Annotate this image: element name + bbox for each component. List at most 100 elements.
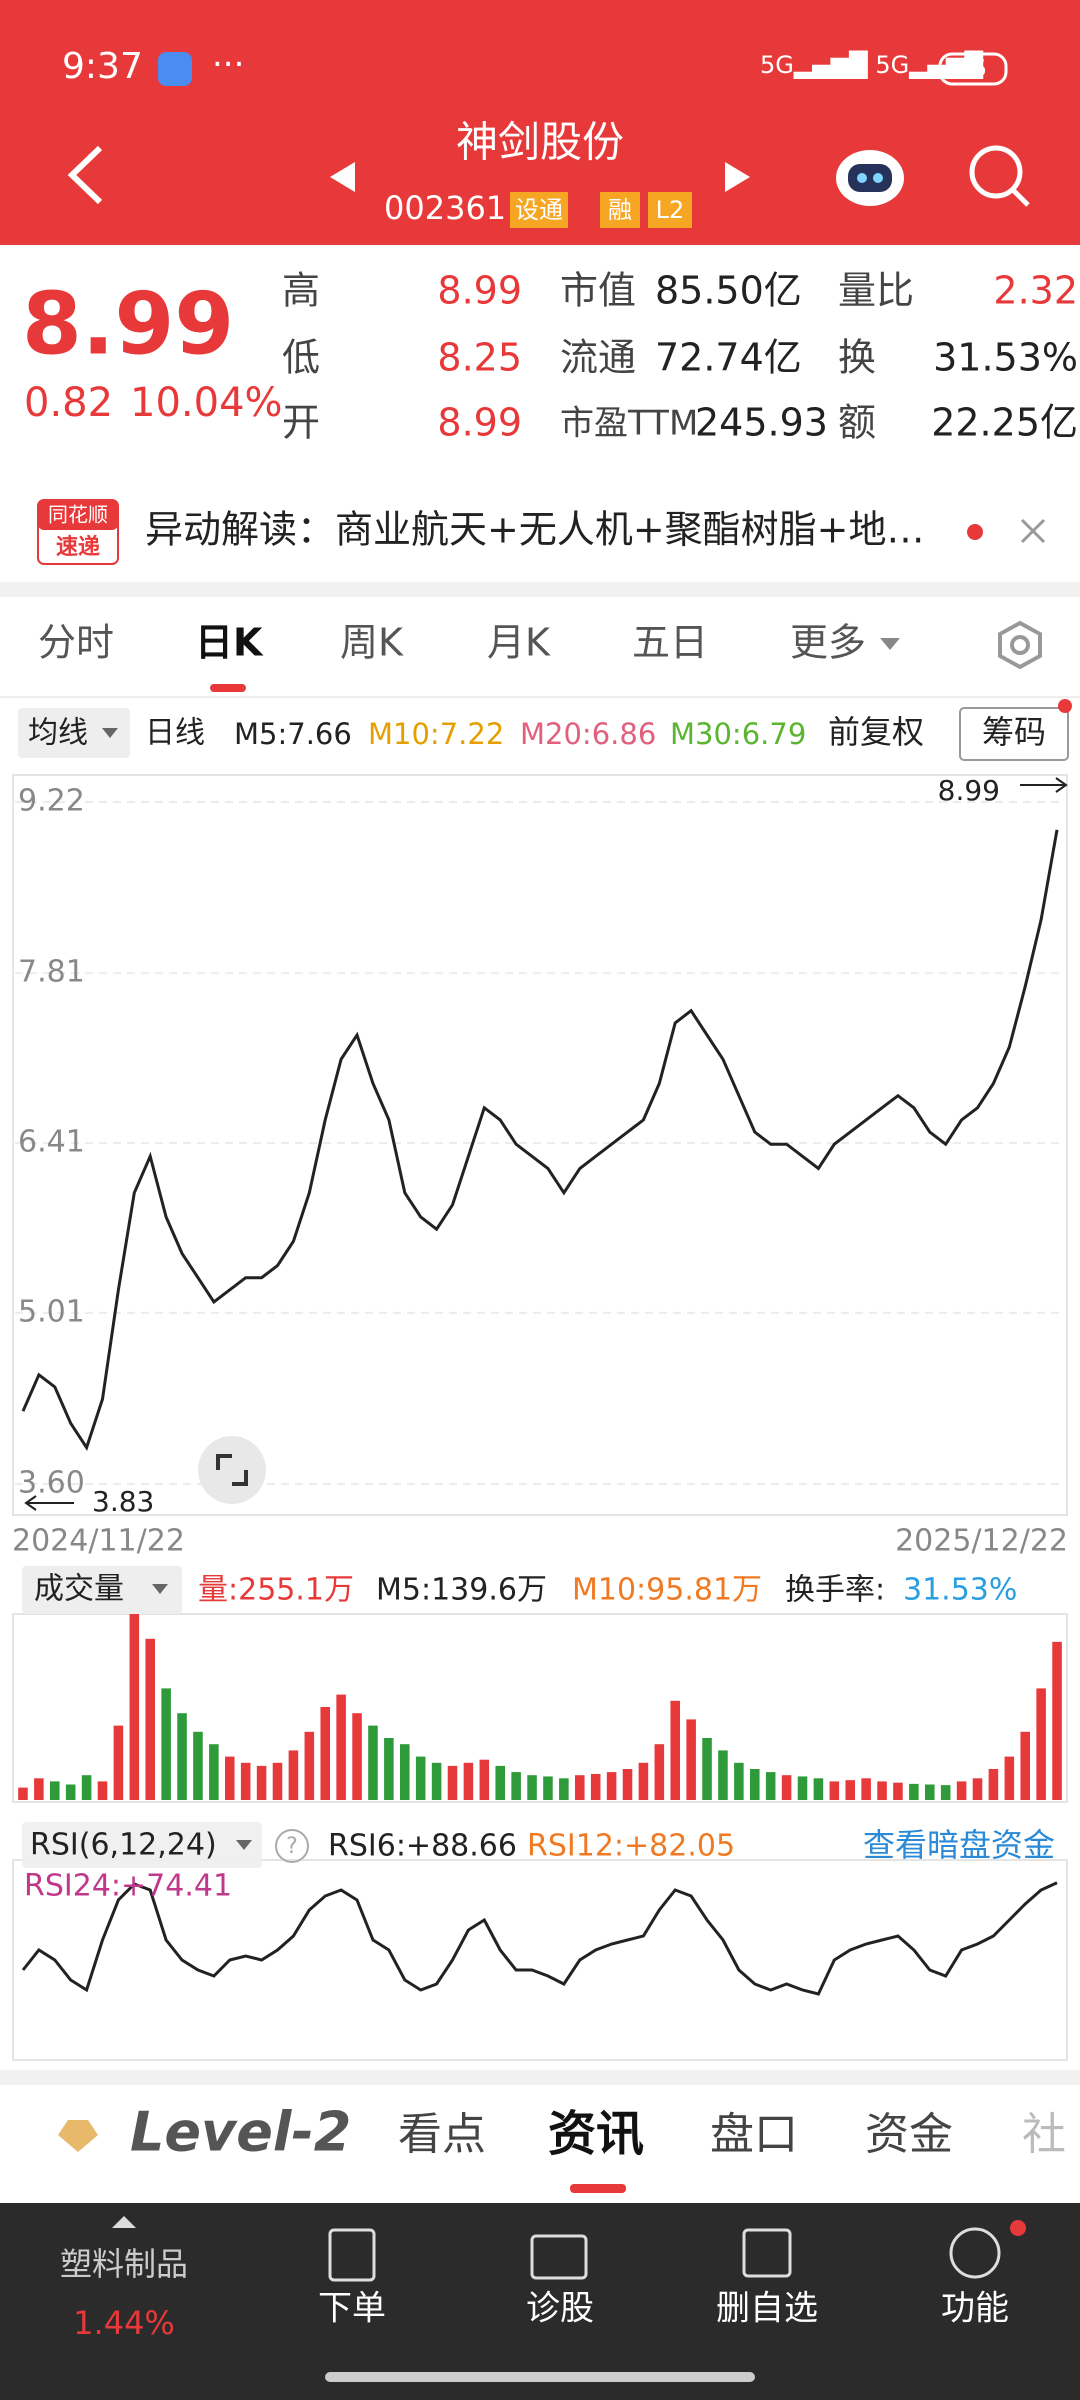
volume-bar — [718, 1750, 728, 1800]
volume-bar — [495, 1765, 505, 1800]
volume-bar — [304, 1731, 315, 1800]
period-tab[interactable]: 更多 — [790, 621, 866, 665]
stat-label: 市盈TTM — [560, 404, 698, 444]
bottom-tab[interactable]: Level-2 — [130, 2101, 351, 2164]
tag-bg — [510, 192, 568, 228]
action[interactable]: 诊股 — [526, 2289, 594, 2329]
ma-selector[interactable]: 均线 — [28, 716, 88, 751]
bottom-tab[interactable]: 资讯 — [548, 2106, 644, 2162]
low-arrow — [24, 1495, 74, 1511]
kline-chart: 9.22 7.81 6.41 5.01 3.60 8.99 3.83 — [15, 774, 1068, 1518]
volume-bar — [893, 1782, 903, 1800]
stock-name: 神剑股份 — [456, 118, 624, 167]
next-stock[interactable] — [725, 162, 750, 192]
volume-bar — [734, 1762, 744, 1800]
y-tick-label: 3.60 — [18, 1466, 85, 1501]
alert-bg — [0, 478, 1080, 582]
bottom-tab[interactable]: 盘口 — [710, 2109, 798, 2160]
sector-name[interactable]: 塑料制品 — [60, 2245, 188, 2283]
adjust[interactable]: 前复权 — [828, 713, 924, 751]
dark-pool-link[interactable]: 查看暗盘资金 — [863, 1826, 1055, 1864]
back-button[interactable] — [67, 145, 103, 205]
period-tab[interactable]: 周K — [340, 621, 404, 665]
fullscreen-button[interactable] — [198, 1436, 266, 1504]
action[interactable]: 删自选 — [716, 2289, 818, 2329]
rsi-line — [21, 1881, 1058, 1996]
bottom-tab[interactable]: 资金 — [865, 2109, 953, 2160]
volume-bar — [972, 1778, 983, 1800]
stat-label: 高 — [282, 269, 320, 313]
volume-bar — [288, 1750, 299, 1800]
stat-value: 8.99 — [437, 401, 522, 445]
chips-button[interactable] — [959, 707, 1069, 761]
stat-value: 245.93 — [695, 401, 828, 445]
close-line — [21, 829, 1059, 1452]
tab-indicator — [210, 684, 246, 692]
bottom-tab[interactable]: 看点 — [398, 2109, 486, 2160]
kline-frame — [12, 774, 1068, 1516]
search-icon[interactable] — [969, 145, 1030, 207]
volume-bar — [415, 1756, 426, 1800]
rsi24: RSI24:+74.41 — [24, 1869, 232, 1904]
change: 0.82 — [24, 380, 113, 426]
y-tick-label: 9.22 — [18, 784, 85, 819]
function-dot — [1010, 2220, 1026, 2236]
signal: 5G▂▄▆█ 5G▂▄▆█ — [760, 50, 984, 79]
fullscreen-icon — [216, 1454, 248, 1486]
period-tab[interactable]: 月K — [487, 621, 551, 665]
help-icon[interactable] — [275, 1829, 309, 1863]
volume-bar — [18, 1787, 28, 1800]
volume-bar — [781, 1775, 792, 1800]
end-date: 2025/12/22 — [895, 1524, 1068, 1559]
turnover-label: 换手率: — [785, 1573, 885, 1608]
tag: 设通 — [515, 196, 563, 224]
volume-bar — [320, 1707, 330, 1800]
volume-selector[interactable]: 成交量 — [34, 1572, 124, 1607]
period-tab[interactable]: 分时 — [38, 621, 114, 665]
volume-bar — [272, 1762, 283, 1800]
volume-m5: M5:139.6万 — [376, 1573, 547, 1608]
y-tick-label: 5.01 — [18, 1294, 85, 1329]
tag-bg — [600, 192, 640, 228]
tag-bg — [648, 192, 692, 228]
period-tab[interactable]: 五日 — [632, 621, 708, 665]
stat-label: 额 — [838, 401, 876, 445]
volume-bar — [686, 1719, 696, 1800]
alert-text[interactable]: 异动解读：商业航天+无人机+聚酯树脂+地… — [145, 508, 925, 552]
separator — [0, 582, 1080, 597]
diagnose-icon — [530, 2234, 588, 2280]
prev-stock[interactable] — [330, 162, 355, 192]
period-tab[interactable]: 日K — [195, 621, 264, 665]
volume-bar — [543, 1776, 553, 1800]
volume-bar — [400, 1744, 410, 1800]
volume-bar — [702, 1738, 712, 1800]
action[interactable]: 功能 — [941, 2289, 1009, 2329]
volume-bar — [909, 1783, 919, 1800]
stat-value: 85.50亿 — [655, 269, 802, 313]
alert-close[interactable] — [1020, 518, 1046, 544]
order-icon — [328, 2228, 376, 2282]
period-tabs: 分时 日K 周K 月K 五日 更多 — [38, 621, 900, 665]
volume-bar — [750, 1769, 760, 1800]
volume-m10: M10:95.81万 — [572, 1573, 762, 1608]
volume-bar — [527, 1775, 537, 1800]
volume-bar — [240, 1762, 251, 1800]
settings-icon[interactable] — [998, 620, 1042, 670]
bottom-tab-indicator — [570, 2184, 626, 2193]
battery-level: 35 — [959, 57, 987, 82]
action[interactable]: 下单 — [318, 2289, 386, 2329]
ma-period: 日线 — [145, 716, 205, 751]
volume-bar — [65, 1784, 76, 1800]
function-icon — [949, 2227, 1001, 2279]
rsi12: RSI12:+82.05 — [527, 1829, 735, 1864]
volume-chart — [18, 1614, 1062, 1800]
selector-bg — [22, 1566, 182, 1614]
rsi-selector[interactable]: RSI(6,12,24) — [30, 1828, 217, 1863]
bottom-tab[interactable]: 社 — [1022, 2109, 1066, 2160]
volume-bar — [81, 1775, 92, 1800]
y-tick-label: 7.81 — [18, 955, 85, 990]
assistant-icon[interactable] — [836, 150, 904, 206]
